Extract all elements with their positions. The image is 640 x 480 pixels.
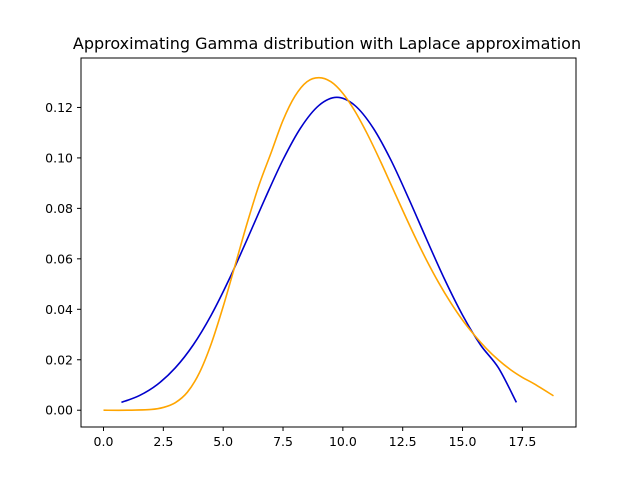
x-tick-label: 7.5 xyxy=(273,434,293,449)
chart-title: Approximating Gamma distribution with La… xyxy=(73,34,581,53)
y-tick-label: 0.10 xyxy=(45,150,73,165)
x-tick-label: 10.0 xyxy=(329,434,357,449)
plot-frame xyxy=(80,57,577,428)
x-tick-label: 0.0 xyxy=(94,434,114,449)
y-axis: 0.00 0.02 0.04 0.06 0.08 0.10 0.12 xyxy=(45,100,81,418)
x-tick-label: 12.5 xyxy=(389,434,417,449)
y-tick-label: 0.00 xyxy=(45,403,73,418)
plot-area xyxy=(80,57,577,428)
series-layer xyxy=(103,76,554,412)
x-tick-label: 15.0 xyxy=(449,434,477,449)
x-axis: 0.0 2.5 5.0 7.5 10.0 12.5 15.0 17.5 xyxy=(94,427,536,449)
y-tick-label: 0.04 xyxy=(45,302,73,317)
x-tick-label: 2.5 xyxy=(153,434,173,449)
y-tick-label: 0.12 xyxy=(45,100,73,115)
y-tick-label: 0.02 xyxy=(45,352,73,367)
x-tick-label: 17.5 xyxy=(508,434,536,449)
series-line-2 xyxy=(103,76,554,412)
y-tick-label: 0.06 xyxy=(45,251,73,266)
y-tick-label: 0.08 xyxy=(45,201,73,216)
plot-background xyxy=(81,58,576,427)
series-line-1 xyxy=(121,96,518,404)
x-tick-label: 5.0 xyxy=(213,434,233,449)
